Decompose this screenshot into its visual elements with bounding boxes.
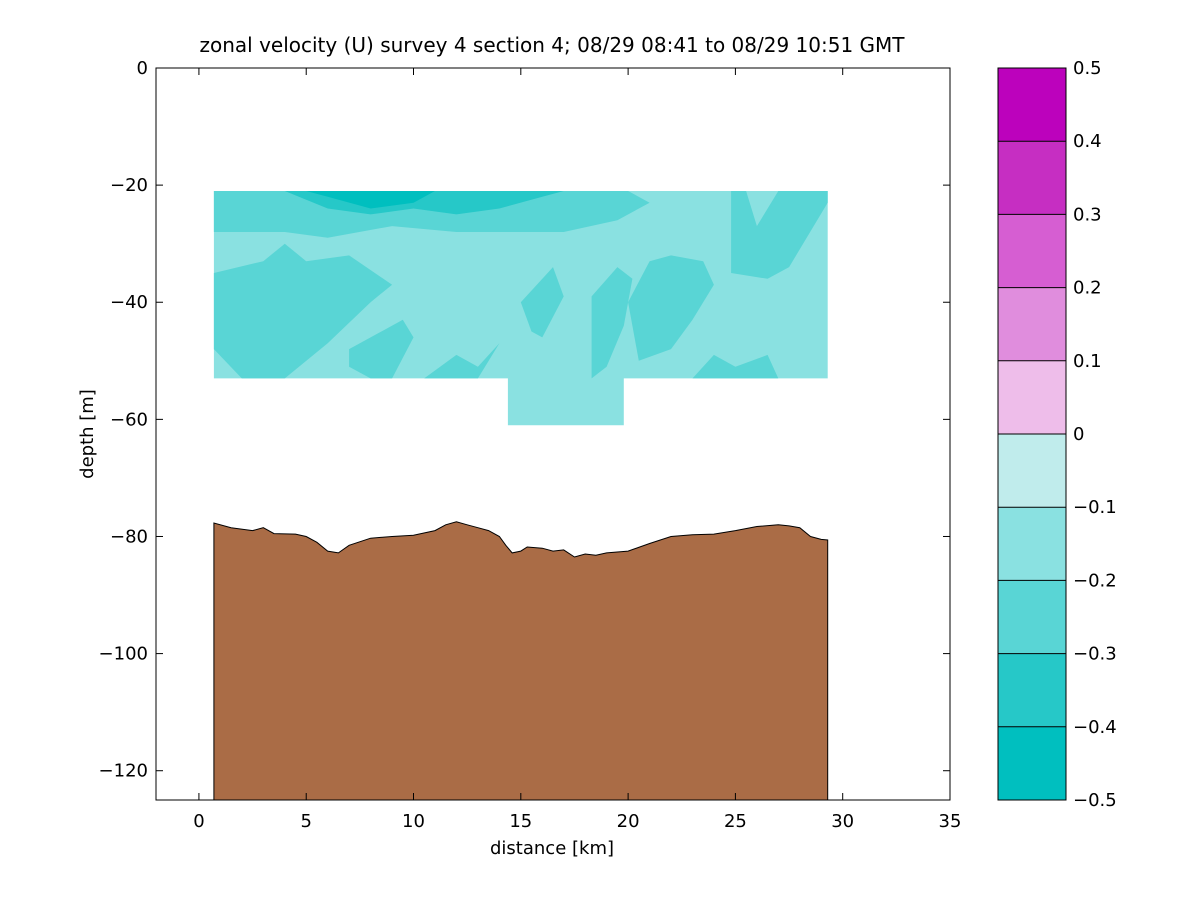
plot-area: 0 5 10 15 20 25 30 35 0 −20 −40 −60 −80 −100 −120 — [99, 58, 962, 832]
y-tick-label: −60 — [110, 409, 148, 430]
velocity-region-4 — [349, 319, 414, 379]
colorbar: −0.5 −0.4 −0.3 −0.2 −0.1 0 0.1 0.2 0.3 0.4 0.5 — [997, 58, 1117, 811]
colorbar-band — [998, 580, 1066, 654]
y-tick-label: −100 — [99, 644, 148, 665]
velocity-region-2 — [731, 191, 828, 279]
y-tick-label: −120 — [99, 761, 148, 782]
colorbar-tick-label: 0.2 — [1073, 278, 1102, 299]
y-axis: 0 −20 −40 −60 −80 −100 −120 — [99, 58, 950, 782]
x-tick-label: 15 — [509, 811, 532, 832]
x-tick-label: 25 — [724, 811, 747, 832]
velocity-region-11 — [306, 191, 435, 209]
y-tick-label: −20 — [110, 175, 148, 196]
x-tick-label: 30 — [831, 811, 854, 832]
y-tick-label: 0 — [137, 58, 148, 79]
colorbar-tick-label: 0.5 — [1073, 58, 1102, 79]
colorbar-tick-label: −0.4 — [1073, 717, 1117, 738]
colorbar-tick-label: 0.3 — [1073, 204, 1102, 225]
plot-frame — [155, 67, 951, 801]
y-tick-label: −80 — [110, 526, 148, 547]
colorbar-tick-label: −0.1 — [1073, 497, 1117, 518]
velocity-region-8 — [424, 343, 500, 379]
colorbar-band — [998, 141, 1066, 215]
x-tick-label: 5 — [300, 811, 311, 832]
bathymetry-area — [213, 521, 829, 801]
x-tick-label: 35 — [939, 811, 962, 832]
colorbar-tick-label: 0.1 — [1073, 351, 1102, 372]
colorbar-band — [998, 726, 1066, 800]
x-tick-label: 20 — [617, 811, 640, 832]
velocity-region-7 — [591, 267, 633, 379]
velocity-region-3 — [213, 243, 393, 379]
chart-title: zonal velocity (U) survey 4 section 4; 0… — [199, 33, 905, 57]
colorbar-band — [998, 360, 1066, 434]
velocity-region-9 — [692, 354, 779, 379]
y-tick-label: −40 — [110, 292, 148, 313]
x-axis-label: distance [km] — [490, 838, 614, 859]
x-tick-label: 10 — [402, 811, 425, 832]
velocity-region-5 — [520, 267, 564, 338]
colorbar-band — [998, 653, 1066, 727]
colorbar-tick-label: 0 — [1073, 424, 1084, 445]
velocity-region-6 — [628, 255, 714, 361]
colorbar-tick-label: −0.5 — [1073, 790, 1117, 811]
colorbar-band — [998, 434, 1066, 508]
colorbar-band — [998, 287, 1066, 361]
y-axis-label: depth [m] — [77, 389, 98, 479]
velocity-contours — [213, 191, 828, 426]
colorbar-tick-label: 0.4 — [1073, 131, 1102, 152]
colorbar-band — [998, 507, 1066, 581]
x-axis: 0 5 10 15 20 25 30 35 — [193, 68, 961, 832]
colorbar-tick-label: −0.2 — [1073, 570, 1117, 591]
colorbar-band — [998, 214, 1066, 288]
x-tick-label: 0 — [193, 811, 204, 832]
colorbar-band — [998, 68, 1066, 142]
colorbar-tick-label: −0.3 — [1073, 644, 1117, 665]
